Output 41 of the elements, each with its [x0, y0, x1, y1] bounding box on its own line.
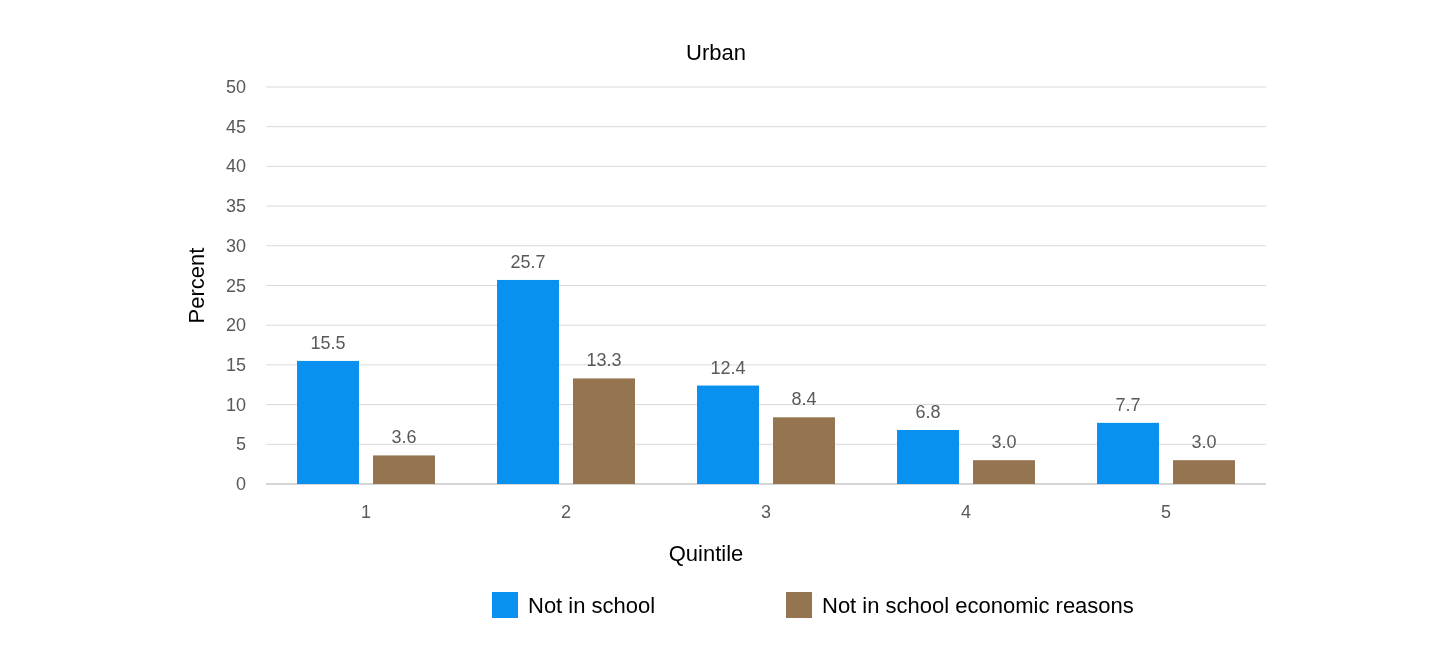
text: 15.5 — [310, 332, 346, 353]
bar — [973, 460, 1035, 484]
x-axis-title: Quintile — [668, 541, 744, 566]
bar — [773, 417, 835, 484]
legend-label: Not in school economic reasons — [822, 593, 1134, 618]
text: 3.6 — [391, 427, 417, 448]
y-tick-label: 15 — [225, 354, 246, 375]
x-tick-label: 4 — [960, 502, 972, 522]
x-tick-label: 5 — [1160, 502, 1172, 522]
y-tick-label: 35 — [225, 196, 246, 217]
text: 3.0 — [1191, 432, 1217, 453]
y-tick-label: 0 — [235, 474, 246, 494]
text: 8.4 — [791, 389, 817, 410]
bar — [1173, 460, 1235, 484]
text: 25.7 — [510, 251, 546, 272]
y-tick-label: 25 — [225, 275, 246, 296]
bar — [1097, 422, 1159, 484]
text: 7.7 — [1115, 394, 1141, 415]
bar — [573, 378, 635, 484]
y-tick-label: 5 — [235, 434, 246, 455]
y-tick-label: 40 — [225, 156, 246, 177]
text: 3.0 — [991, 432, 1017, 453]
x-tick-label: 1 — [360, 502, 372, 522]
text: 13.3 — [586, 350, 622, 371]
bar — [497, 279, 559, 484]
y-tick-label: 30 — [225, 235, 246, 256]
legend-label: Not in school — [528, 593, 656, 618]
y-tick-label: 20 — [225, 315, 246, 336]
y-axis-title: Percent — [184, 247, 209, 324]
y-tick-label: 45 — [225, 116, 246, 137]
y-tick-label: 10 — [225, 394, 246, 415]
bar — [373, 455, 435, 484]
y-tick-label: 50 — [225, 77, 246, 97]
bar — [297, 360, 359, 484]
chart-title: Urban — [686, 40, 746, 65]
text: 6.8 — [915, 402, 941, 423]
bar — [897, 430, 959, 484]
text: 12.4 — [710, 357, 746, 378]
x-tick-label: 3 — [760, 502, 772, 522]
bar — [697, 385, 759, 484]
x-tick-label: 2 — [560, 502, 572, 522]
